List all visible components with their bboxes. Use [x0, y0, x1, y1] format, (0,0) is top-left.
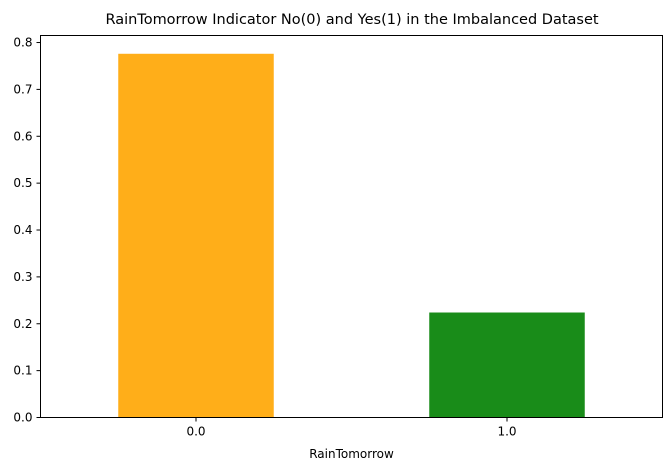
y-tick-label: 0.6	[13, 129, 32, 143]
y-tick-label: 0.4	[13, 223, 32, 237]
bar-1-0	[429, 312, 585, 418]
x-tick-label: 1.0	[497, 425, 516, 439]
y-tick-label: 0.0	[13, 411, 32, 425]
bars-group	[118, 53, 585, 418]
y-tick-label: 0.5	[13, 176, 32, 190]
y-tick-label: 0.7	[13, 82, 32, 96]
x-tick-label: 0.0	[186, 425, 205, 439]
y-tick-label: 0.1	[13, 364, 32, 378]
x-axis-ticks: 0.0 1.0	[186, 417, 517, 439]
y-axis-ticks: 0.0 0.1 0.2 0.3 0.4 0.5 0.6 0.7 0.8	[13, 36, 41, 425]
x-axis-label: RainTomorrow	[309, 447, 394, 461]
y-tick-label: 0.8	[13, 36, 32, 50]
bar-0-0	[118, 53, 274, 418]
chart-title: RainTomorrow Indicator No(0) and Yes(1) …	[105, 12, 598, 28]
plot-area-frame	[40, 35, 663, 418]
y-tick-label: 0.3	[13, 270, 32, 284]
y-tick-label: 0.2	[13, 317, 32, 331]
